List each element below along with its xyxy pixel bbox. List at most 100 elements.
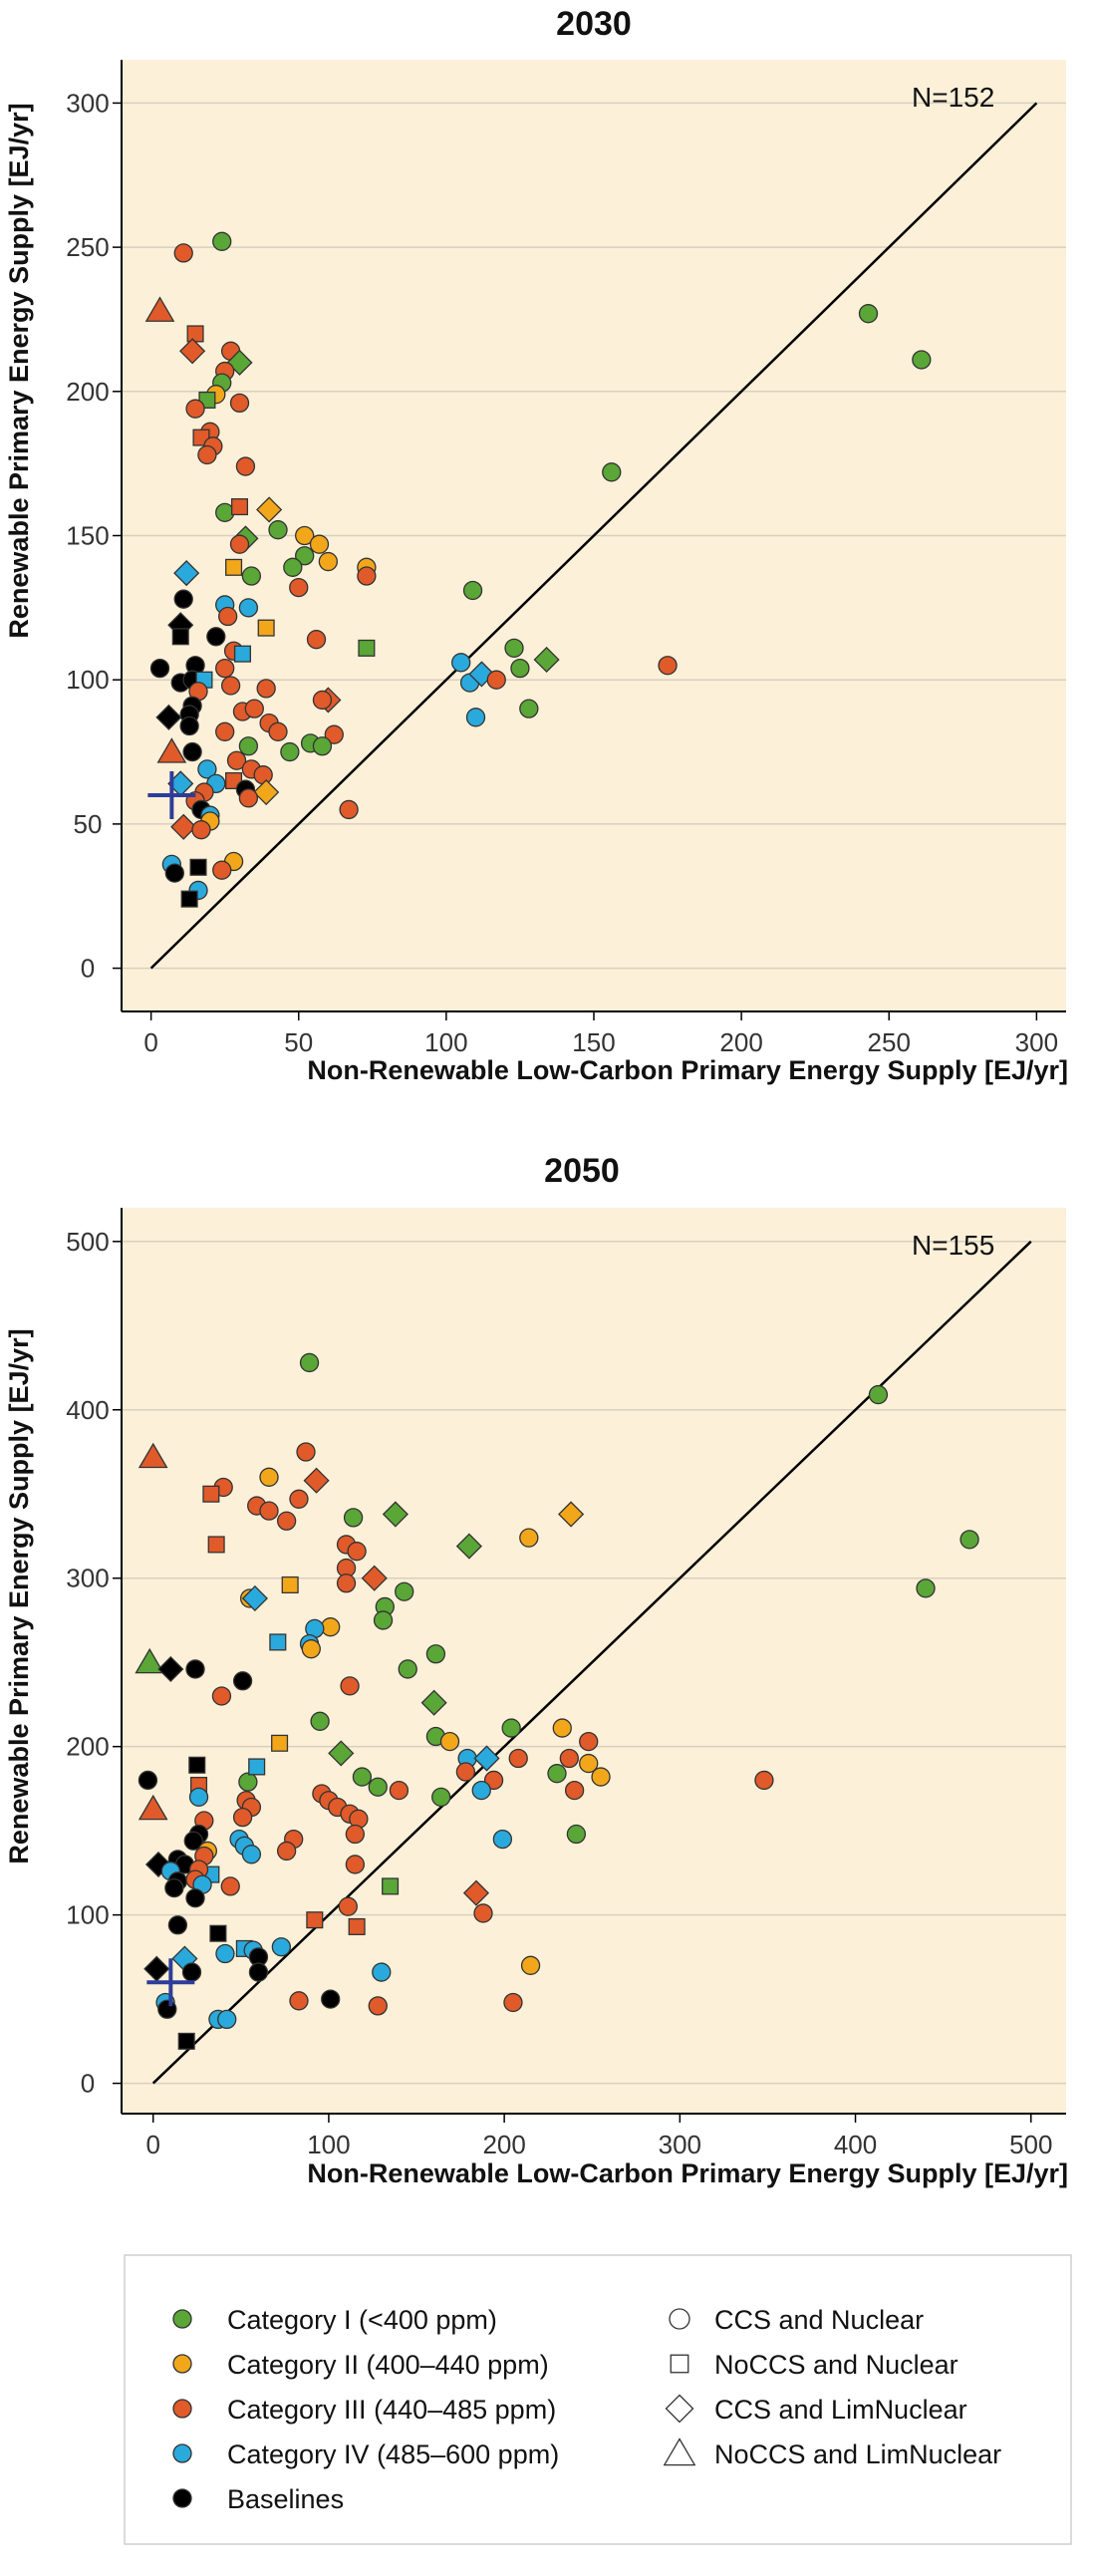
data-point (180, 890, 198, 908)
data-point (230, 498, 249, 516)
data-point (312, 736, 333, 756)
data-point (361, 1565, 388, 1591)
x-tick-label: 200 (482, 2130, 525, 2159)
data-point (348, 1917, 366, 1935)
y-tick-label: 150 (66, 521, 109, 551)
data-point (303, 1467, 330, 1494)
y-tick-label: 200 (66, 377, 109, 407)
data-point (185, 1888, 205, 1908)
data-point (197, 444, 217, 465)
data-point (171, 628, 189, 646)
data-point (858, 304, 879, 324)
data-point (451, 653, 471, 673)
axes-2050 (121, 1208, 1066, 2115)
data-point (483, 1770, 504, 1791)
data-point (188, 1756, 206, 1774)
data-point (547, 1764, 567, 1784)
data-point (519, 1528, 539, 1548)
data-point (271, 1937, 291, 1957)
data-point (173, 560, 200, 587)
data-point (173, 243, 193, 263)
sample-count-2030: N=152 (912, 82, 994, 113)
legend-categories: Category I (<400 ppm) Category II (400–44… (172, 2305, 559, 2514)
data-point (144, 1851, 172, 1878)
data-point (309, 534, 330, 554)
data-point (312, 690, 333, 711)
data-point (157, 1999, 177, 2019)
data-point (324, 724, 344, 744)
data-point (462, 580, 483, 601)
data-point (289, 1991, 309, 2011)
data-point (144, 296, 175, 322)
data-point (238, 1772, 258, 1792)
data-point (276, 1841, 297, 1861)
x-tick-labels-2050: 0 100 200 300 400 500 (145, 2114, 1052, 2159)
data-point (259, 1501, 279, 1521)
y-tick-labels-2030: 0 50 100 150 200 250 300 (66, 88, 122, 984)
data-point (504, 638, 524, 659)
legend-category-label: Category II (400–440 ppm) (227, 2350, 549, 2380)
legend-category-label: Category I (<400 ppm) (227, 2305, 497, 2335)
data-point (318, 551, 339, 572)
data-point (244, 699, 264, 718)
chart-title-2030: 2030 (556, 5, 632, 43)
data-point (253, 778, 280, 806)
data-point (276, 1511, 297, 1531)
legend-shape-square-icon (670, 2354, 689, 2374)
data-point (137, 1442, 168, 1469)
x-tick-label: 400 (834, 2130, 877, 2159)
data-point (299, 1352, 320, 1373)
data-point (321, 1617, 341, 1637)
data-point (215, 658, 235, 679)
legend-swatch (172, 2443, 192, 2463)
legend-shape-label: CCS and Nuclear (714, 2305, 924, 2335)
data-point (220, 1876, 240, 1896)
data-point (339, 799, 359, 820)
sample-count-2050: N=155 (912, 1230, 994, 1261)
data-point (167, 1915, 188, 1935)
data-point (558, 1501, 585, 1528)
data-point (226, 750, 247, 770)
legend-shapes: CCS and Nuclear NoCCS and Nuclear CCS and … (663, 2305, 1001, 2469)
legend-shape-triangle-icon (663, 2437, 696, 2466)
data-point (510, 658, 530, 679)
data-point (235, 456, 256, 476)
data-point (373, 1610, 394, 1630)
data-point (503, 1992, 523, 2013)
points-2030 (144, 231, 932, 908)
legend-shape-circle-icon (669, 2308, 690, 2330)
gridlines-2050 (122, 1241, 1066, 2085)
data-point (268, 721, 288, 741)
data-point (206, 627, 226, 647)
data-point (215, 721, 235, 741)
data-point (398, 1659, 417, 1679)
data-point (238, 736, 259, 756)
data-point (306, 1911, 324, 1929)
x-tick-labels-2030: 0 50 100 150 200 250 300 (143, 1011, 1058, 1057)
panel-2050: 0 100 200 300 400 500 0 100 200 300 400 500 2050 N… (4, 1152, 1068, 2188)
data-point (559, 1748, 579, 1769)
y-tick-label: 250 (66, 232, 109, 262)
data-point (336, 1574, 357, 1593)
data-point (155, 704, 182, 730)
data-point (207, 1536, 225, 1554)
data-point (520, 1955, 541, 1975)
legend-shape-label: CCS and LimNuclear (714, 2395, 967, 2425)
data-point (289, 577, 309, 598)
data-point (310, 1711, 330, 1731)
data-point (328, 1740, 355, 1767)
data-point (225, 558, 243, 576)
data-point (455, 1762, 476, 1782)
data-point (754, 1770, 774, 1791)
y-tick-label: 400 (66, 1395, 109, 1425)
y-tick-label: 0 (81, 2069, 95, 2099)
data-point (338, 1896, 358, 1916)
data-point (157, 1655, 184, 1683)
legend: Category I (<400 ppm) Category II (400–44… (124, 2254, 1072, 2545)
data-point (179, 716, 199, 736)
y-tick-label: 50 (74, 809, 103, 839)
legend-category-label: Category IV (485–600 ppm) (227, 2439, 559, 2469)
data-point (220, 676, 241, 696)
data-point (149, 658, 170, 679)
